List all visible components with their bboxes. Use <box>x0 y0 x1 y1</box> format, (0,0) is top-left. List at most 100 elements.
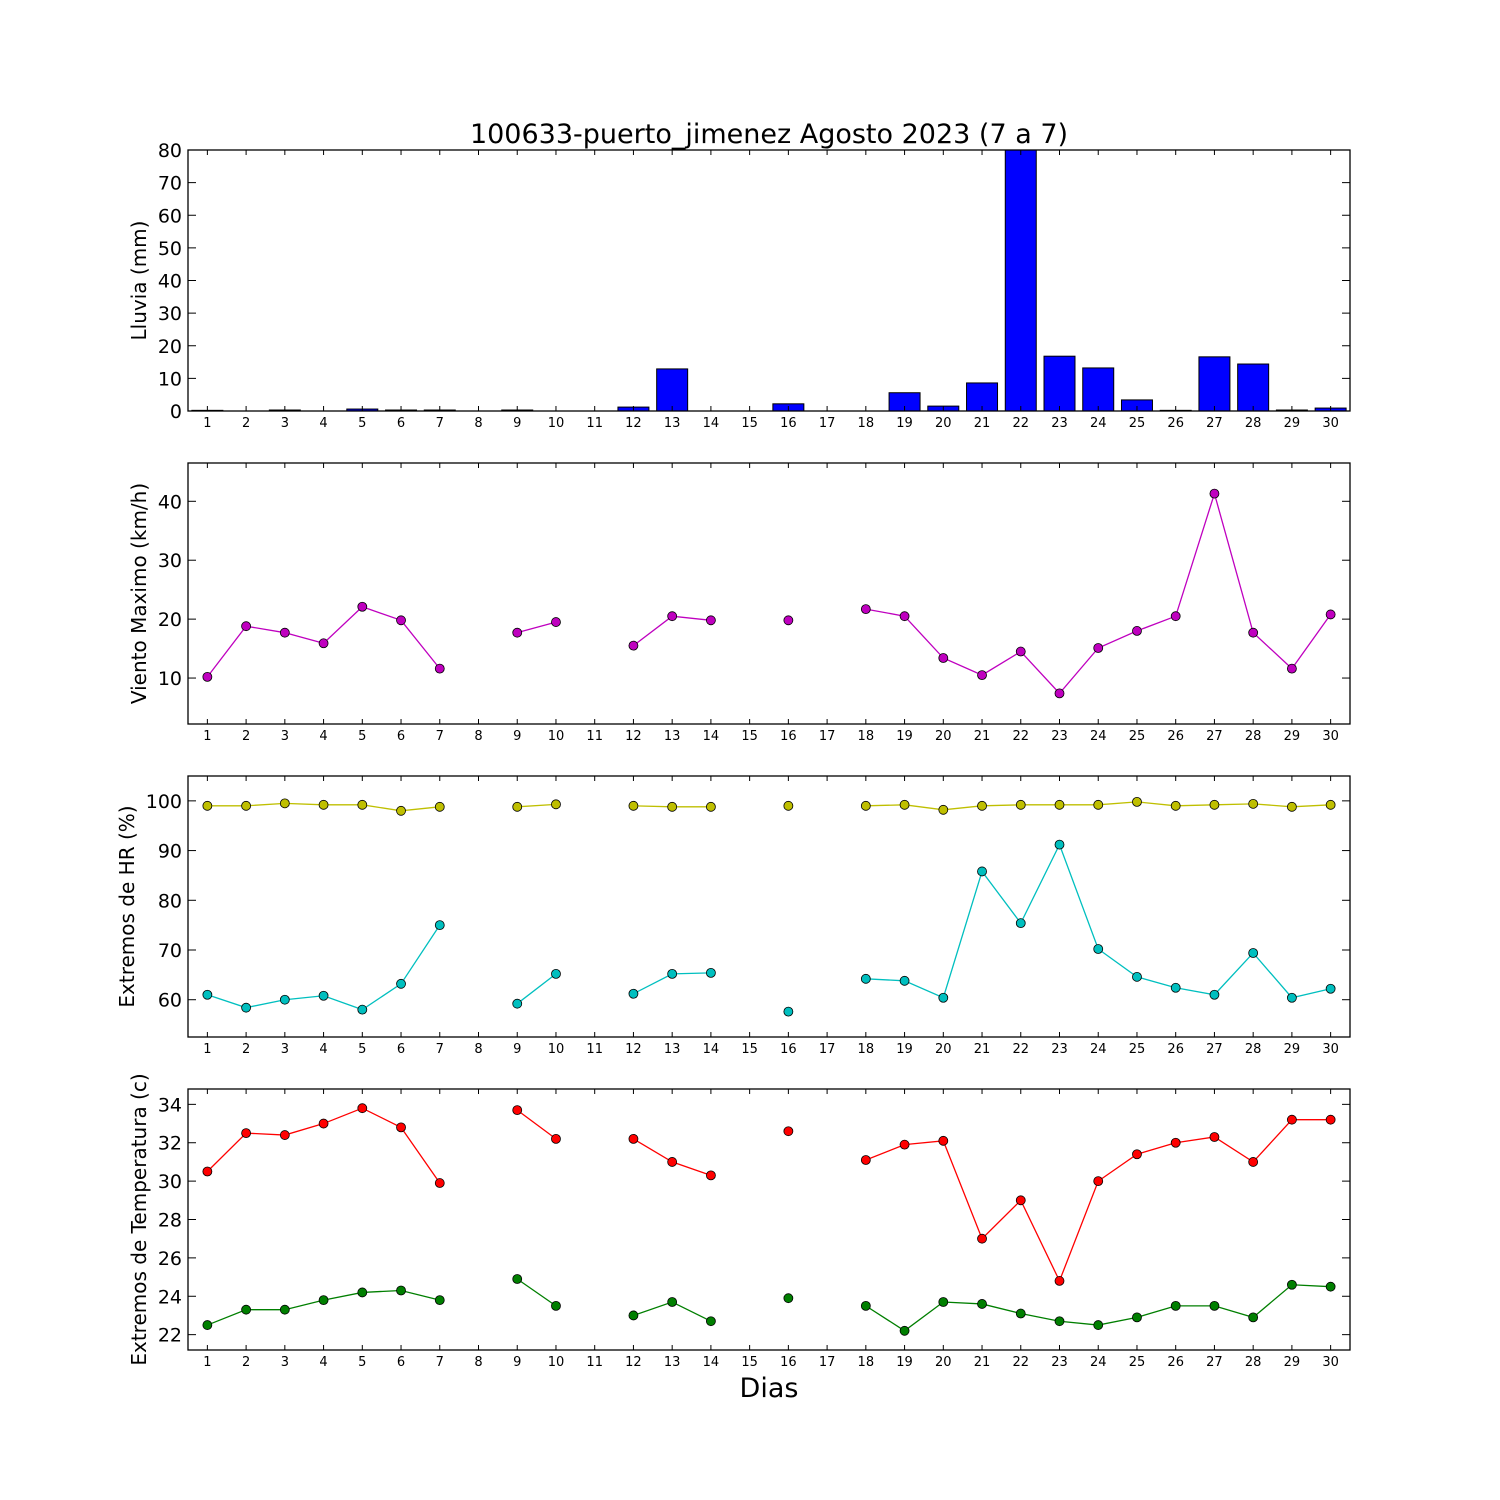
series-line-t_max <box>516 1109 557 1140</box>
x-tick-label: 29 <box>1284 729 1301 744</box>
x-tick-label: 30 <box>1322 1355 1339 1370</box>
data-point-hr_min <box>1248 948 1259 958</box>
data-point-hr_min <box>706 967 716 978</box>
data-point-wind <box>1132 626 1142 636</box>
data-point-hr_max <box>860 800 871 811</box>
data-point-t_max <box>1325 1114 1336 1125</box>
rain-bar <box>1082 367 1115 411</box>
panel-marks <box>202 488 1336 699</box>
x-tick-label: 10 <box>548 729 565 744</box>
data-point-hr_max <box>706 801 716 812</box>
data-point-t_min <box>899 1325 910 1336</box>
x-tick-label: 9 <box>513 416 521 431</box>
panel-4: 1 2 3 4 5 6 7 8 9 10 11 12 13 14 15 16 17 18 19 20 21 22 23 24 2… <box>127 1073 1351 1370</box>
x-tick-label: 23 <box>1051 1355 1068 1370</box>
x-tick-label: 1 <box>203 1355 211 1370</box>
data-point-wind <box>434 663 445 674</box>
y-tick-label: 20 <box>158 609 182 631</box>
x-tick-label: 3 <box>281 1042 289 1057</box>
data-point-wind <box>783 615 794 626</box>
x-tick-label: 5 <box>358 729 366 744</box>
data-point-t_min <box>1287 1279 1297 1290</box>
data-point-t_max <box>1054 1276 1065 1286</box>
x-tick-label: 20 <box>935 416 952 431</box>
data-point-t_max <box>202 1166 213 1177</box>
x-tick-label: 12 <box>625 729 642 744</box>
data-point-t_max <box>1132 1149 1142 1160</box>
x-tick-label: 30 <box>1322 1042 1339 1057</box>
x-tick-label: 5 <box>358 1355 366 1370</box>
data-point-wind <box>667 611 678 622</box>
x-tick-label: 23 <box>1051 1042 1068 1057</box>
x-tick-label: 14 <box>703 1042 720 1057</box>
x-tick-label: 26 <box>1167 1355 1184 1370</box>
data-point-hr_min <box>628 988 639 999</box>
data-point-wind <box>1325 609 1336 620</box>
data-point-wind <box>318 638 329 649</box>
data-point-wind <box>1248 627 1259 638</box>
data-point-wind <box>279 627 290 638</box>
x-tick-label: 27 <box>1206 416 1223 431</box>
data-point-t_min <box>1248 1312 1259 1323</box>
data-point-hr_max <box>357 799 368 810</box>
x-axis-label: Dias <box>740 1373 799 1404</box>
x-tick-label: 9 <box>513 1355 521 1370</box>
y-tick-label: 90 <box>158 841 182 863</box>
x-tick-label: 28 <box>1245 1355 1262 1370</box>
data-point-hr_min <box>1209 989 1220 1000</box>
data-point-hr_max <box>1132 796 1142 807</box>
y-tick-label: 60 <box>158 990 182 1012</box>
x-tick-label: 30 <box>1322 729 1339 744</box>
x-tick-label: 18 <box>858 416 875 431</box>
data-point-t_min <box>434 1295 445 1306</box>
y-tick-label: 10 <box>158 668 182 690</box>
x-tick-label: 18 <box>858 1042 875 1057</box>
data-point-wind <box>357 601 368 612</box>
y-tick-label: 10 <box>158 368 182 390</box>
data-point-hr_max <box>1093 799 1104 810</box>
panel-2: 1 2 3 4 5 6 7 8 9 10 11 12 13 14 15 16 17 18 19 20 21 22 23 24 2… <box>127 462 1351 744</box>
data-point-hr_max <box>318 799 329 810</box>
panels: 1 2 3 4 5 6 7 8 9 10 11 12 13 14 15 16 17 18 19 20 21 22 23 24 2… <box>115 140 1351 1370</box>
data-point-hr_max <box>202 800 213 811</box>
data-point-t_max <box>1093 1176 1104 1187</box>
data-point-hr_min <box>318 990 329 1001</box>
data-point-t_max <box>899 1139 910 1150</box>
y-tick-label: 60 <box>158 205 182 227</box>
x-tick-label: 9 <box>513 1042 521 1057</box>
x-tick-label: 15 <box>741 1355 758 1370</box>
data-point-wind <box>1093 643 1104 653</box>
y-tick-label: 80 <box>158 140 182 162</box>
x-tick-label: 7 <box>436 1355 444 1370</box>
x-tick-label: 20 <box>935 1042 952 1057</box>
data-point-t_min <box>396 1285 406 1296</box>
data-point-hr_max <box>1287 801 1297 812</box>
x-tick-label: 29 <box>1284 416 1301 431</box>
data-point-hr_min <box>1093 944 1104 954</box>
x-tick-label: 8 <box>474 729 482 744</box>
x-tick-label: 1 <box>203 729 211 744</box>
x-tick-label: 6 <box>397 416 405 431</box>
data-point-hr_min <box>1015 918 1026 929</box>
x-tick-label: 9 <box>513 729 521 744</box>
x-tick-label: 24 <box>1090 416 1107 431</box>
data-point-hr_min <box>860 973 871 984</box>
data-point-wind <box>899 611 910 622</box>
x-tick-label: 10 <box>548 1355 565 1370</box>
data-point-t_min <box>241 1304 252 1315</box>
data-point-t_max <box>434 1178 445 1188</box>
data-point-t_max <box>977 1233 987 1244</box>
x-tick-label: 17 <box>819 729 836 744</box>
y-tick-label: 24 <box>158 1286 182 1308</box>
data-point-t_max <box>512 1105 523 1116</box>
x-tick-label: 24 <box>1090 1355 1107 1370</box>
x-tick-label: 14 <box>703 416 720 431</box>
x-tick-label: 1 <box>203 1042 211 1057</box>
data-point-hr_max <box>434 801 445 812</box>
x-tick-label: 28 <box>1245 1042 1262 1057</box>
data-point-t_min <box>938 1297 949 1307</box>
data-point-wind <box>1287 663 1297 674</box>
y-tick-label: 0 <box>170 401 182 423</box>
rain-bar <box>1120 399 1153 411</box>
series-line-hr_min <box>865 842 1331 999</box>
